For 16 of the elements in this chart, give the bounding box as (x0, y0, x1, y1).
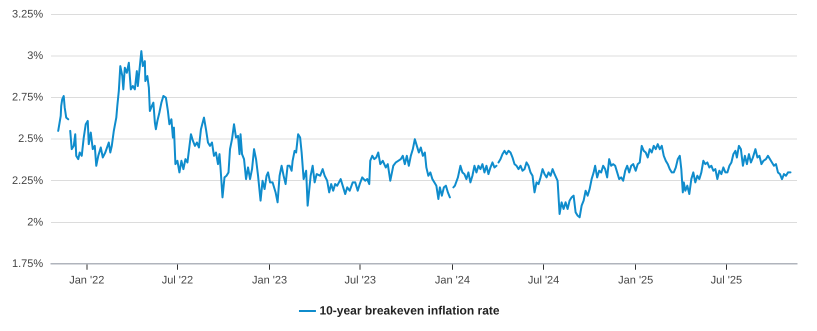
y-tick-label: 1.75% (12, 258, 44, 270)
y-tick-label: 2.75% (12, 92, 44, 104)
x-tick-label: Jan '25 (618, 274, 654, 286)
x-tick-label: Jan '22 (69, 274, 104, 286)
y-tick-label: 3.25% (12, 8, 44, 21)
x-tick-label: Jul '25 (710, 274, 742, 286)
y-tick-label: 2.5% (18, 133, 44, 146)
legend-label: 10-year breakeven inflation rate (319, 303, 500, 318)
y-tick-label: 2% (27, 216, 44, 228)
x-tick-label: Jul '22 (162, 274, 194, 286)
y-tick-label: 2.25% (12, 174, 44, 187)
x-tick-label: Jan '23 (252, 274, 288, 286)
x-tick-label: Jul '24 (528, 274, 560, 286)
x-tick-label: Jan '24 (434, 274, 470, 286)
y-tick-label: 3% (27, 50, 44, 62)
x-tick-label: Jul '23 (344, 274, 376, 286)
